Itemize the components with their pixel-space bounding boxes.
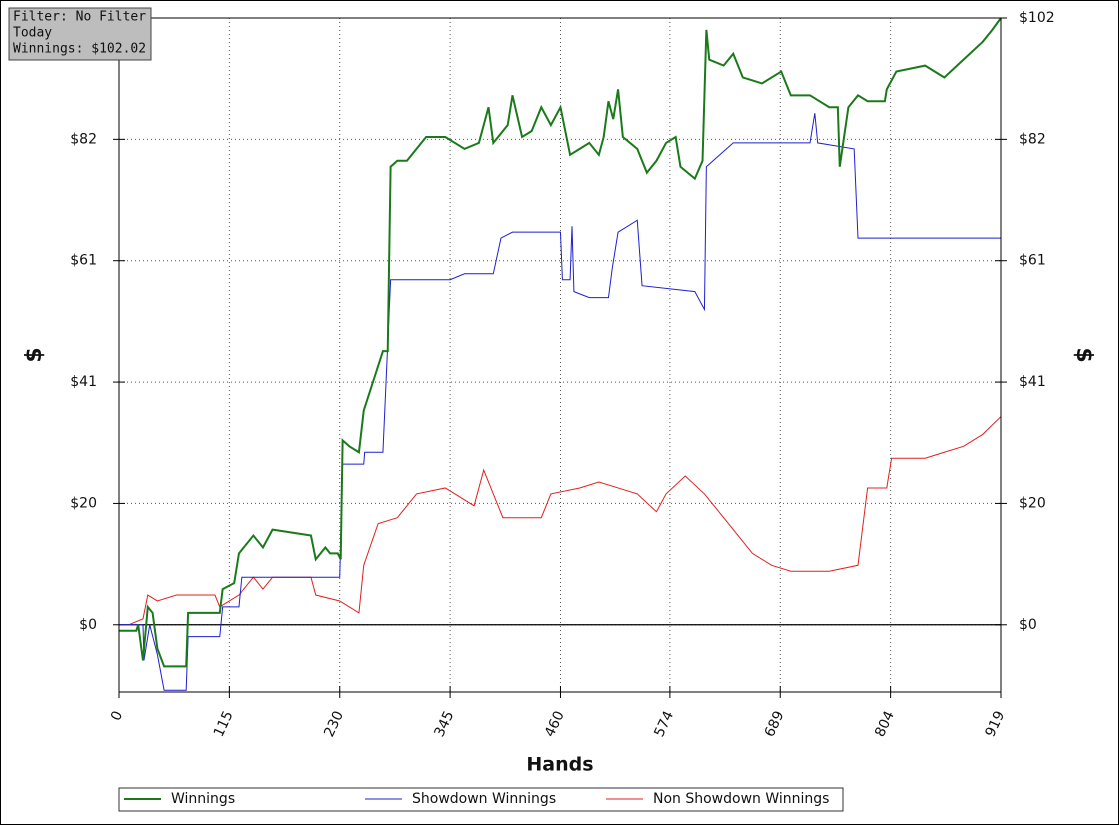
y-axis-label: $ [22, 347, 47, 362]
y-tick-label: $61 [70, 253, 97, 269]
legend-entries: Winnings Showdown Winnings Non Showdown Wi… [124, 791, 829, 807]
info-text: Filter: No Filter [13, 10, 146, 25]
series-line [119, 416, 1002, 626]
y2-axis-label: $ [1071, 347, 1096, 362]
info-background [8, 7, 152, 61]
y-tick-label: $82 [70, 131, 97, 147]
legend-label: Non Showdown Winnings [653, 791, 829, 807]
info-text: Today [13, 26, 52, 41]
y2-tick-label: $102 [1019, 10, 1055, 26]
info-box: Filter: No Filter Today Winnings: $102.0… [8, 7, 152, 61]
y-tick-label: $20 [70, 495, 97, 511]
legend [118, 787, 844, 812]
info-text: Winnings: $102.02 [13, 42, 146, 57]
y2-tick-label: $82 [1019, 131, 1046, 147]
series-line [119, 17, 1002, 668]
legend-label: Winnings [171, 791, 235, 807]
legend-label: Showdown Winnings [412, 791, 556, 807]
y2-tick-label: $41 [1019, 374, 1046, 390]
y-tick-label: $0 [79, 617, 97, 633]
y2-tick-label: $20 [1019, 495, 1046, 511]
x-axis-label: Hands [526, 754, 593, 776]
y2-tick-label: $0 [1019, 617, 1037, 633]
series-line [119, 113, 1001, 691]
y-tick-label: $41 [70, 374, 97, 390]
plot-frame [118, 17, 1002, 693]
y2-tick-label: $61 [1019, 253, 1046, 269]
